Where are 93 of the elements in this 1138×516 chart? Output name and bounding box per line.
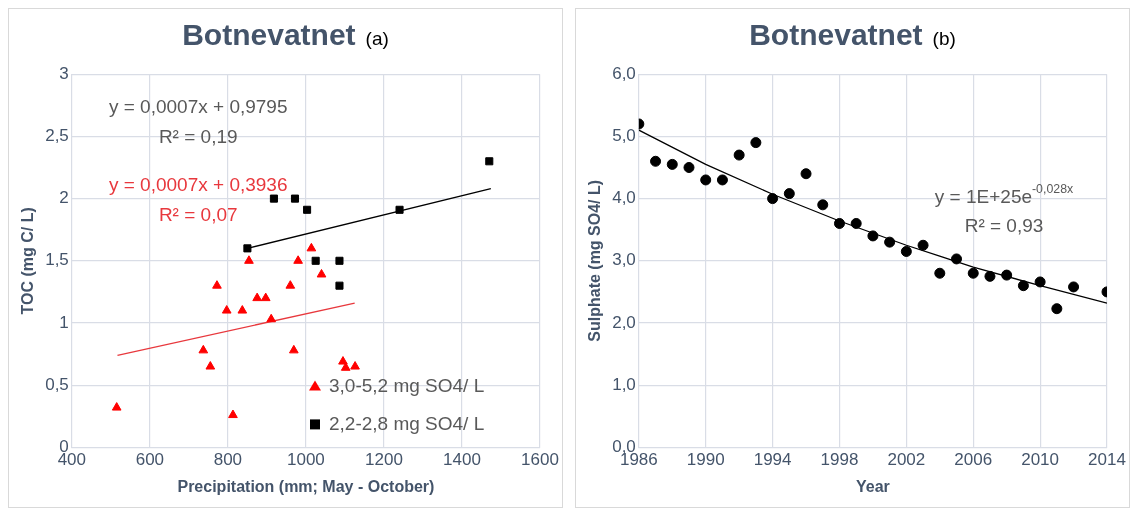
point [1001, 269, 1013, 281]
point [303, 205, 312, 214]
point [767, 193, 779, 205]
chart-subtitle: (a) [365, 28, 389, 49]
point [934, 267, 946, 279]
y-tick-label: 0,5 [45, 374, 69, 394]
chart-title: Botnevatnet [182, 18, 356, 51]
point [833, 217, 845, 229]
point [1034, 276, 1046, 288]
point [316, 268, 327, 278]
point [198, 344, 209, 354]
x-tick-label: 600 [135, 450, 165, 470]
x-axis-title: Precipitation (mm; May - October) [177, 477, 435, 495]
x-tick-label: 800 [213, 450, 243, 470]
point [867, 230, 879, 242]
point [750, 137, 762, 149]
point [967, 267, 979, 279]
point [221, 305, 232, 314]
point [800, 168, 812, 180]
point [700, 174, 712, 186]
point [1051, 303, 1063, 315]
x-tick-label: 1600 [521, 450, 559, 470]
point [884, 236, 896, 248]
y-tick-label: 1,0 [612, 374, 636, 394]
x-tick-label: 2006 [954, 450, 993, 470]
y-tick-label: 1 [59, 312, 69, 332]
x-tick-label: 1990 [686, 450, 725, 470]
point [269, 194, 278, 203]
chart-title: Botnevatnet [749, 18, 923, 51]
x-tick-label: 2014 [1088, 450, 1126, 470]
y-tick-label: 5,0 [612, 126, 636, 146]
legend-label: 2,2-2,8 mg SO4/ L [329, 412, 485, 434]
point [917, 239, 929, 251]
y-tick-label: 1,5 [45, 250, 69, 270]
point [666, 158, 678, 170]
y-tick-label: 6,0 [612, 63, 636, 83]
point [260, 292, 271, 302]
point [984, 270, 996, 282]
point [243, 244, 252, 253]
legend-label: 3,0-5,2 mg SO4/ L [329, 374, 485, 396]
point [485, 157, 494, 166]
y-tick-label: 2 [59, 188, 69, 208]
point [951, 253, 963, 265]
x-tick-label: 1998 [820, 450, 859, 470]
point [252, 292, 262, 302]
annotation: y = 0,0007x + 0,3936 [108, 174, 288, 196]
point [290, 194, 300, 203]
y-tick-label: 2,5 [45, 126, 69, 146]
point [783, 188, 795, 200]
point [293, 255, 303, 264]
annotation: R² = 0,93 [964, 215, 1044, 237]
point [266, 313, 277, 323]
point [335, 281, 344, 290]
point [285, 280, 296, 289]
point [900, 245, 912, 257]
point [205, 361, 216, 370]
x-tick-label: 1200 [365, 450, 403, 470]
point [306, 242, 317, 252]
y-tick-label: 3,0 [612, 250, 636, 270]
x-axis-title: Year [856, 477, 890, 495]
point [111, 402, 122, 411]
x-tick-label: 1000 [287, 450, 325, 470]
point [338, 356, 348, 365]
y-axis-title: TOC (mg C/ L) [19, 207, 37, 315]
y-tick-label: 3 [59, 63, 69, 83]
point [650, 155, 662, 167]
y-axis-title: Sulphate (mg SO4/ L) [586, 179, 604, 342]
x-tick-label: 1994 [753, 450, 792, 470]
point [212, 280, 222, 289]
point [350, 361, 360, 370]
point [335, 256, 344, 265]
point [1068, 281, 1080, 293]
point [311, 256, 320, 265]
point [1017, 280, 1029, 292]
point [228, 409, 238, 419]
y-tick-label: 4,0 [612, 188, 636, 208]
point [733, 149, 745, 161]
x-tick-label: 1400 [443, 450, 481, 470]
annotation: R² = 0,07 [158, 204, 238, 226]
y-tick-label: 2,0 [612, 312, 636, 332]
point [817, 199, 829, 211]
point [683, 162, 695, 173]
point [288, 344, 299, 354]
annotation: R² = 0,19 [158, 125, 238, 147]
point [850, 217, 862, 229]
annotation: y = 0,0007x + 0,9795 [108, 96, 288, 118]
x-tick-label: 2010 [1021, 450, 1060, 470]
x-tick-label: 2002 [887, 450, 926, 470]
point [716, 174, 728, 186]
point [237, 305, 248, 314]
point [244, 255, 254, 264]
chart-subtitle: (b) [932, 28, 956, 49]
point [395, 205, 404, 214]
